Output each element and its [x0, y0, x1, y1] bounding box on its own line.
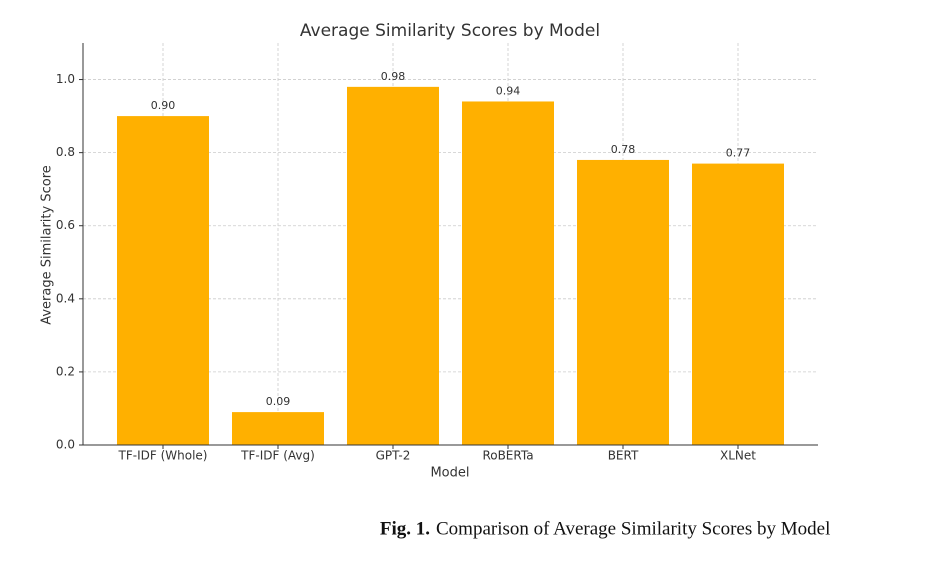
- y-tick-label: 0.6: [56, 218, 75, 232]
- x-tick-label: GPT-2: [376, 449, 411, 463]
- value-label: 0.77: [726, 147, 751, 160]
- bar: [117, 116, 209, 445]
- value-label: 0.09: [266, 395, 291, 408]
- bar: [692, 163, 784, 445]
- x-tick-label: BERT: [608, 449, 639, 463]
- value-label: 0.98: [381, 70, 406, 83]
- y-tick-label: 0.2: [56, 364, 75, 378]
- y-tick-label: 1.0: [56, 72, 75, 86]
- bar: [232, 412, 324, 445]
- y-tick-label: 0.4: [56, 291, 75, 305]
- y-tick-label: 0.8: [56, 145, 75, 159]
- x-axis-label: Model: [430, 466, 469, 481]
- chart-title: Average Similarity Scores by Model: [300, 21, 600, 41]
- bar: [577, 159, 669, 446]
- caption-label: Fig. 1.: [380, 518, 430, 539]
- x-tick-label: XLNet: [720, 449, 756, 463]
- x-tick-label: RoBERTa: [482, 449, 533, 463]
- y-tick-label: 0.0: [56, 438, 75, 452]
- value-label: 0.90: [151, 99, 176, 112]
- bar: [347, 86, 439, 445]
- y-axis-label: Average Similarity Score: [40, 165, 55, 325]
- value-label: 0.78: [611, 143, 636, 156]
- bar: [462, 101, 554, 446]
- x-tick-label: TF-IDF (Whole): [118, 449, 208, 463]
- caption-text: Comparison of Average Similarity Scores …: [436, 518, 830, 539]
- value-label: 0.94: [496, 84, 521, 97]
- x-tick-label: TF-IDF (Avg): [240, 449, 315, 463]
